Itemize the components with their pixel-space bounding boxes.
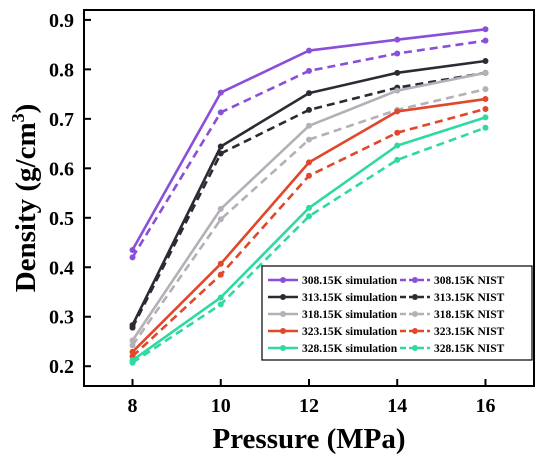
y-axis-title-main: Density (g/cm xyxy=(10,122,42,292)
data-point xyxy=(482,114,489,121)
data-point xyxy=(306,204,312,211)
data-point xyxy=(306,159,312,166)
data-point xyxy=(482,124,489,131)
data-point xyxy=(129,254,136,261)
data-point xyxy=(217,89,224,96)
y-tick-label: 0.4 xyxy=(49,257,74,279)
legend-label: 308.15K simulation xyxy=(302,275,398,287)
legend-label: 313.15K simulation xyxy=(302,292,398,304)
data-point xyxy=(394,108,401,115)
legend-label: 318.15K simulation xyxy=(302,309,398,321)
y-axis-title: Density (g/cm3) xyxy=(8,104,42,293)
data-point xyxy=(306,47,312,54)
data-point xyxy=(217,216,224,223)
series-line-318-15k-nist xyxy=(131,87,486,347)
y-tick-label: 0.2 xyxy=(49,356,74,378)
legend-marker xyxy=(280,311,286,317)
data-point xyxy=(482,57,489,64)
data-point xyxy=(306,122,312,129)
data-point xyxy=(394,156,401,163)
data-point xyxy=(306,106,312,113)
data-point xyxy=(217,150,224,157)
x-tick-label: 16 xyxy=(475,395,495,417)
y-axis-title-superscript: 3 xyxy=(8,113,28,122)
legend-marker xyxy=(280,345,286,351)
y-tick-label: 0.9 xyxy=(49,10,74,32)
data-point xyxy=(482,37,489,44)
x-tick-label: 8 xyxy=(128,395,138,417)
legend-marker xyxy=(412,345,418,351)
data-point xyxy=(394,36,401,43)
legend-marker xyxy=(280,277,286,283)
x-tick-label: 12 xyxy=(299,395,319,417)
data-point xyxy=(129,246,136,253)
data-point xyxy=(482,96,489,103)
data-point xyxy=(482,105,489,112)
data-point xyxy=(217,109,224,116)
data-point xyxy=(394,50,401,57)
data-point xyxy=(217,205,224,212)
legend-label: 318.15K NIST xyxy=(434,309,505,321)
data-point xyxy=(129,342,136,349)
legend-marker xyxy=(280,328,286,334)
y-tick-label: 0.5 xyxy=(49,208,74,230)
legend-label: 328.15K NIST xyxy=(434,343,505,355)
data-point xyxy=(306,90,312,97)
y-tick-label: 0.3 xyxy=(49,307,74,329)
legend-label: 323.15K NIST xyxy=(434,326,505,338)
data-point xyxy=(129,324,136,331)
x-axis-title: Pressure (MPa) xyxy=(212,423,405,455)
legend-marker xyxy=(280,294,286,300)
series-line-328-15k-nist xyxy=(131,126,486,364)
legend-marker xyxy=(412,277,418,283)
y-tick-label: 0.7 xyxy=(49,109,74,131)
x-tick-label: 10 xyxy=(211,395,231,417)
legend-marker xyxy=(412,311,418,317)
legend-label: 313.15K NIST xyxy=(434,292,505,304)
legend-marker xyxy=(412,294,418,300)
data-point xyxy=(306,172,312,179)
data-point xyxy=(129,359,136,366)
data-point xyxy=(394,129,401,136)
data-point xyxy=(306,67,312,74)
data-point xyxy=(217,271,224,278)
data-point xyxy=(306,213,312,220)
legend: 308.15K simulation 308.15K NIST 313.15K si… xyxy=(261,265,533,361)
y-tick-label: 0.6 xyxy=(49,158,74,180)
data-point xyxy=(217,143,224,150)
legend-label: 323.15K simulation xyxy=(302,326,398,338)
x-tick-label: 14 xyxy=(387,395,407,417)
data-point xyxy=(394,69,401,76)
legend-marker xyxy=(412,328,418,334)
data-point xyxy=(394,142,401,149)
data-point xyxy=(217,260,224,267)
legend-label: 328.15K simulation xyxy=(302,343,398,355)
data-point xyxy=(306,136,312,143)
data-point xyxy=(482,86,489,93)
legend-box xyxy=(261,265,533,361)
data-point xyxy=(394,87,401,94)
data-point xyxy=(217,294,224,301)
legend-label: 308.15K NIST xyxy=(434,275,505,287)
data-point xyxy=(482,69,489,76)
y-tick-label: 0.8 xyxy=(49,59,74,81)
data-point xyxy=(217,301,224,308)
data-point xyxy=(482,26,489,33)
y-axis-title-close: ) xyxy=(10,104,42,114)
